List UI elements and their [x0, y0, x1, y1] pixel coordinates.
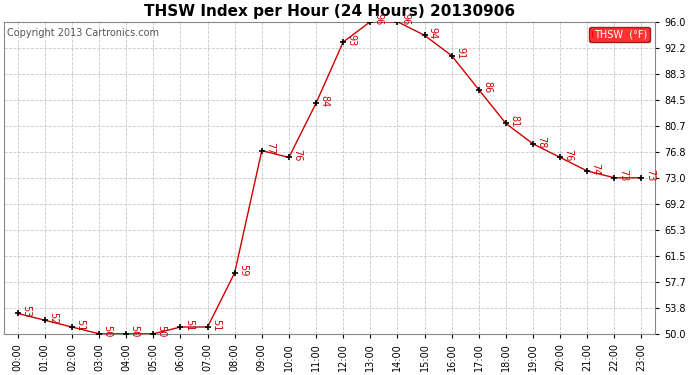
Title: THSW Index per Hour (24 Hours) 20130906: THSW Index per Hour (24 Hours) 20130906	[144, 4, 515, 19]
Text: 52: 52	[48, 312, 58, 324]
Text: 50: 50	[102, 326, 112, 338]
Text: Copyright 2013 Cartronics.com: Copyright 2013 Cartronics.com	[8, 28, 159, 38]
Text: 51: 51	[211, 319, 221, 331]
Text: 73: 73	[618, 170, 628, 182]
Text: 76: 76	[293, 149, 302, 162]
Text: 51: 51	[184, 319, 194, 331]
Text: 81: 81	[509, 115, 520, 128]
Text: 96: 96	[401, 13, 411, 26]
Text: 77: 77	[265, 142, 275, 155]
Text: 50: 50	[130, 326, 139, 338]
Text: 94: 94	[428, 27, 438, 39]
Text: 84: 84	[319, 95, 329, 107]
Text: 74: 74	[591, 163, 600, 175]
Text: 91: 91	[455, 47, 465, 60]
Text: 51: 51	[75, 319, 86, 331]
Text: 93: 93	[346, 34, 357, 46]
Text: 78: 78	[536, 135, 546, 148]
Text: 50: 50	[157, 326, 167, 338]
Text: 86: 86	[482, 81, 492, 93]
Text: 73: 73	[645, 170, 655, 182]
Text: 76: 76	[564, 149, 573, 162]
Text: 96: 96	[373, 13, 384, 26]
Legend: THSW  (°F): THSW (°F)	[589, 27, 650, 42]
Text: 59: 59	[238, 264, 248, 277]
Text: 53: 53	[21, 305, 31, 318]
